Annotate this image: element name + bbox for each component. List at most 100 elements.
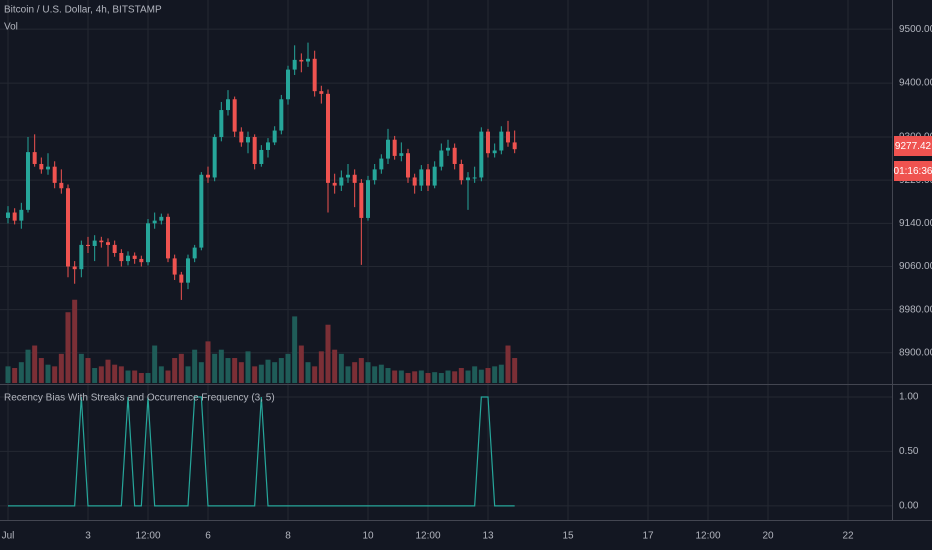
volume-bar bbox=[178, 353, 184, 383]
volume-bar bbox=[418, 370, 424, 383]
x-tick-label: 22 bbox=[842, 531, 854, 542]
candle-body bbox=[319, 91, 324, 94]
countdown-tag bbox=[894, 161, 932, 181]
volume-bar bbox=[385, 368, 391, 383]
volume-bar bbox=[198, 362, 204, 383]
volume-bar bbox=[372, 366, 378, 383]
candle-body bbox=[46, 166, 50, 170]
candle-body bbox=[72, 266, 77, 270]
candle-body bbox=[12, 212, 17, 221]
candle-body bbox=[512, 142, 517, 150]
candle-body bbox=[39, 163, 44, 170]
volume-bar bbox=[405, 373, 411, 383]
marks-layer bbox=[5, 42, 518, 507]
candle-body bbox=[286, 69, 290, 100]
candle-body bbox=[312, 58, 317, 92]
volume-bar bbox=[192, 349, 198, 383]
candle-body bbox=[52, 166, 57, 183]
volume-bar bbox=[425, 373, 431, 383]
volume-bar bbox=[32, 345, 38, 383]
y-tick-label: 9140.00 bbox=[899, 218, 932, 229]
candle-body bbox=[359, 182, 364, 218]
candle-body bbox=[406, 153, 410, 178]
volume-bar bbox=[58, 353, 64, 383]
x-tick-label: 12:00 bbox=[695, 531, 720, 542]
volume-bar bbox=[412, 371, 418, 383]
price-tag bbox=[894, 136, 932, 156]
volume-bar bbox=[78, 353, 84, 383]
volume-bar bbox=[72, 299, 78, 383]
candle-body bbox=[486, 131, 490, 154]
candle-body bbox=[26, 152, 30, 210]
candle-body bbox=[366, 180, 370, 218]
candle-body bbox=[472, 177, 477, 179]
x-tick-label: 12:00 bbox=[415, 531, 440, 542]
volume-bar bbox=[152, 345, 158, 383]
candle-body bbox=[266, 142, 270, 150]
candle-body bbox=[279, 99, 284, 131]
candle-body bbox=[59, 182, 64, 189]
candle-body bbox=[499, 131, 504, 151]
candle-body bbox=[386, 139, 390, 159]
volume-bar bbox=[472, 366, 478, 383]
volume-label: Vol bbox=[4, 22, 18, 33]
candle-body bbox=[346, 174, 350, 178]
volume-bar bbox=[278, 358, 284, 383]
y-tick-label: 8980.00 bbox=[899, 304, 932, 315]
x-tick-label: 15 bbox=[562, 531, 574, 542]
volume-bar bbox=[5, 366, 11, 383]
volume-bar bbox=[132, 370, 138, 383]
volume-bar bbox=[345, 366, 351, 383]
volume-bar bbox=[218, 349, 224, 383]
y-tick-label: 9500.00 bbox=[899, 24, 932, 35]
volume-bar bbox=[432, 372, 438, 383]
volume-bar bbox=[305, 362, 311, 383]
candle-body bbox=[446, 147, 450, 151]
candle-body bbox=[299, 59, 304, 62]
volume-bar bbox=[358, 358, 364, 383]
candle-body bbox=[292, 59, 297, 70]
y-tick-label: 1.00 bbox=[899, 392, 919, 403]
volume-bar bbox=[285, 353, 291, 383]
volume-bar bbox=[445, 370, 451, 383]
candle-body bbox=[179, 274, 184, 283]
volume-bar bbox=[505, 345, 511, 383]
candle-body bbox=[392, 139, 397, 156]
candle-body bbox=[326, 93, 330, 183]
volume-bar bbox=[512, 358, 518, 383]
volume-bar bbox=[105, 359, 111, 383]
volume-bar bbox=[185, 366, 191, 383]
volume-bar bbox=[292, 316, 298, 383]
last-price: 9277.42 bbox=[895, 141, 932, 152]
volume-bar bbox=[498, 364, 504, 383]
candle-body bbox=[146, 223, 150, 263]
candle-body bbox=[339, 177, 344, 186]
candle-body bbox=[92, 240, 97, 246]
candle-body bbox=[112, 244, 117, 253]
candle-body bbox=[412, 177, 417, 186]
volume-bar bbox=[232, 358, 238, 383]
candle-body bbox=[192, 247, 197, 259]
volume-bar bbox=[252, 366, 258, 383]
volume-bar bbox=[52, 366, 58, 383]
volume-bar bbox=[245, 351, 251, 383]
volume-bar bbox=[452, 371, 458, 383]
volume-bar bbox=[332, 349, 338, 383]
volume-bar bbox=[265, 359, 271, 383]
candle-body bbox=[419, 169, 424, 186]
volume-bar bbox=[12, 368, 18, 383]
candle-body bbox=[426, 169, 430, 186]
candle-body bbox=[86, 244, 90, 246]
volume-bar bbox=[352, 362, 358, 383]
x-tick-label: 3 bbox=[85, 531, 91, 542]
candle-body bbox=[379, 158, 384, 170]
volume-bar bbox=[25, 349, 31, 383]
candle-body bbox=[352, 174, 357, 183]
volume-bar bbox=[485, 368, 491, 383]
candle-body bbox=[166, 216, 170, 259]
candle-body bbox=[219, 110, 224, 138]
volume-bar bbox=[312, 366, 318, 383]
volume-bar bbox=[45, 364, 51, 383]
volume-bar bbox=[378, 364, 384, 383]
candle-body bbox=[152, 220, 157, 224]
